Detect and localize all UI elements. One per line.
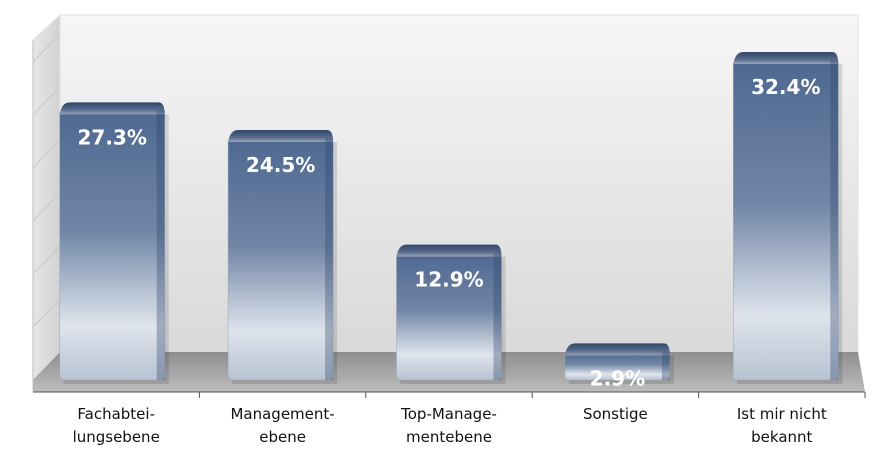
x-tick-label: Ist mir nicht bekannt: [736, 405, 827, 446]
x-tick-label: Fachabtei- lungsebene: [72, 405, 160, 446]
x-tick-label: Sonstige: [582, 405, 648, 423]
bar-cap: [564, 343, 670, 356]
bar-cap: [59, 102, 165, 115]
value-label: 24.5%: [246, 153, 315, 177]
bar-side: [661, 351, 670, 380]
wall-line: [32, 139, 61, 169]
wall-line: [32, 33, 61, 63]
wall-line: [32, 192, 61, 222]
bars: 27.3% 24.5% 12.9% 2.9% 32.4%: [59, 52, 843, 390]
x-tick-label: Top-Manage- mentebene: [401, 405, 497, 446]
wall-line: [32, 298, 61, 328]
wall-line: [32, 86, 61, 116]
bar-side: [325, 138, 334, 380]
bar-side: [156, 110, 165, 381]
x-tick-label: Management- ebene: [230, 405, 335, 446]
bar: [733, 59, 839, 381]
wall-line: [32, 245, 61, 275]
bar-side: [830, 60, 839, 380]
bar-side: [493, 252, 502, 380]
value-label: 32.4%: [751, 75, 820, 99]
value-label: 12.9%: [414, 268, 483, 292]
bar: [59, 110, 165, 381]
value-label: 27.3%: [78, 125, 147, 149]
bar-cap: [733, 52, 839, 64]
bar-cap: [396, 244, 502, 257]
value-label: 2.9%: [590, 366, 645, 390]
bar-cap: [228, 130, 334, 143]
